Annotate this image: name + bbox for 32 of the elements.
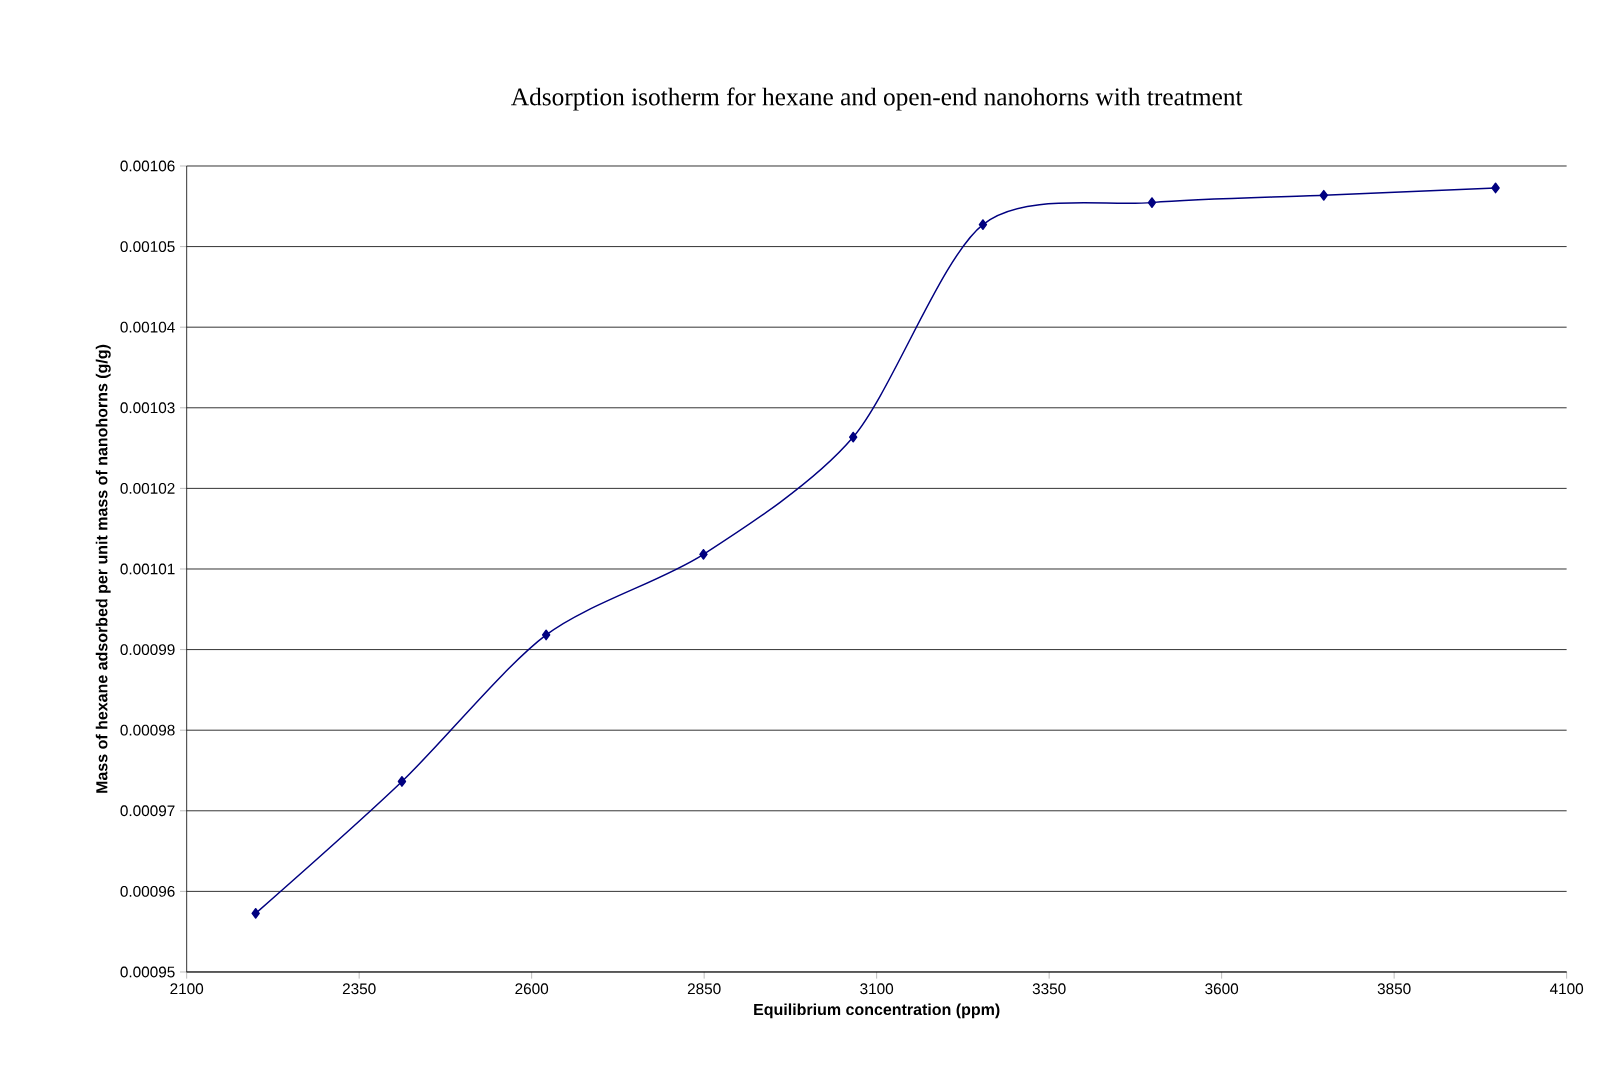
point [1319,189,1328,201]
point [978,219,988,231]
y-tick-label: 0.00095 [120,966,175,978]
y-tick-label: 0.00105 [120,241,175,253]
y-tick-label: 0.00098 [120,724,175,736]
x-tick-label: 2100 [170,983,204,995]
x-tick-label: 2350 [342,983,376,995]
y-tick-label: 0.00097 [120,805,175,817]
y-tick-label: 0.00096 [120,885,175,897]
y-tick-label: 0.00099 [120,644,175,656]
x-tick-label: 2850 [687,983,721,995]
point [699,548,708,560]
x-tick-label: 3850 [1377,983,1411,995]
y-tick-label: 0.00103 [120,402,175,414]
x-tick-label: 3600 [1205,983,1239,995]
y-axis-title: Mass of hexane adsorbed per unit mass of nanohorns (g/g) [95,344,111,793]
x-tick-label: 4100 [1549,983,1584,995]
x-axis-title: Equilibrium concentration (ppm) [754,1003,1000,1019]
y-tick-label: 0.00102 [120,482,175,494]
point [1147,197,1157,209]
x-tick-label: 3350 [1032,983,1066,995]
point [251,907,260,919]
y-tick-label: 0.00101 [120,563,175,575]
x-tick-label: 2600 [515,983,549,995]
chart-title: Adsorption isotherm for hexane and open-end nanohorns with treatment [511,87,1243,111]
point [1491,182,1500,194]
y-tick-label: 0.00104 [120,321,175,333]
point [397,776,407,787]
point [848,431,858,443]
y-tick-label: 0.00106 [120,160,175,172]
x-tick-label: 3100 [860,983,894,995]
point [541,629,551,641]
